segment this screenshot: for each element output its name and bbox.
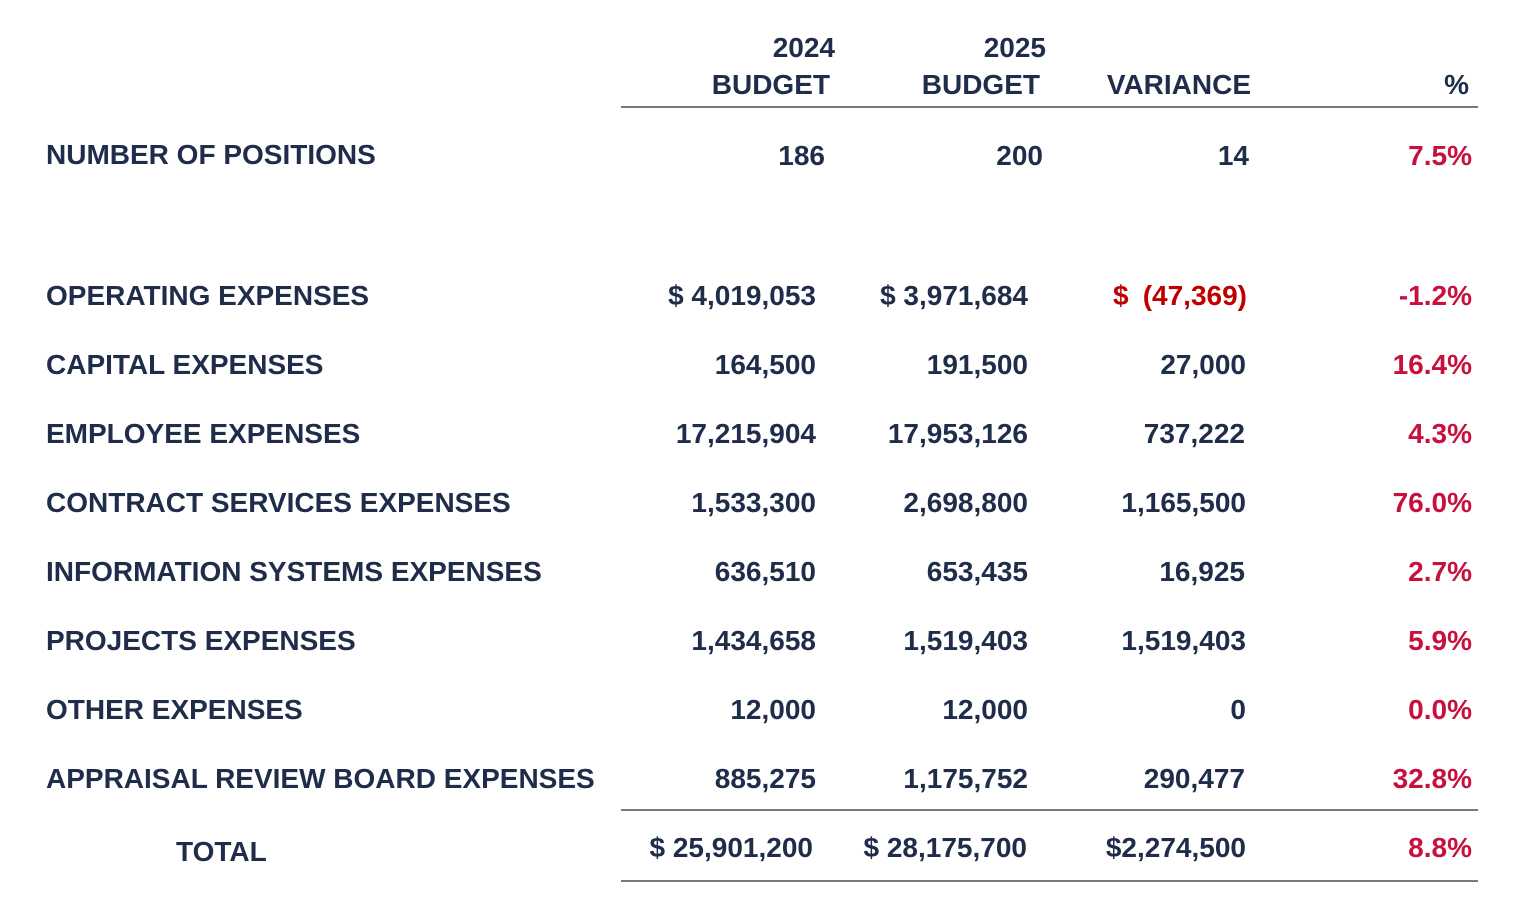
row-variance: 16,925 <box>1159 556 1245 587</box>
total-2025: $ 28,175,700 <box>863 832 1028 863</box>
row-percent: 16.4% <box>1392 349 1472 380</box>
header-2024-year: 2024 <box>772 32 835 63</box>
row-percent: 5.9% <box>1408 625 1472 656</box>
row-label: CONTRACT SERVICES EXPENSES <box>46 487 511 518</box>
row-variance: 0 <box>1230 694 1246 725</box>
row-percent: 4.3% <box>1408 418 1472 449</box>
positions-percent: 7.5% <box>1408 140 1472 171</box>
row-label: OPERATING EXPENSES <box>46 280 370 311</box>
row-2024: 12,000 <box>730 694 816 725</box>
row-2025: 1,175,752 <box>903 763 1028 794</box>
total-variance: $2,274,500 <box>1105 832 1246 863</box>
row-2025: 17,953,126 <box>887 418 1028 449</box>
total-bottom-rule <box>621 880 1478 882</box>
positions-variance: 14 <box>1217 140 1249 171</box>
row-2025: 653,435 <box>926 556 1028 587</box>
row-percent: 76.0% <box>1392 487 1472 518</box>
row-2025: 191,500 <box>926 349 1028 380</box>
row-percent: 0.0% <box>1408 694 1472 725</box>
row-percent: 32.8% <box>1392 763 1472 794</box>
header-2025-label: BUDGET <box>921 69 1040 100</box>
row-variance: 1,519,403 <box>1121 625 1246 656</box>
row-2024: 164,500 <box>714 349 816 380</box>
row-2024: 1,533,300 <box>691 487 816 518</box>
positions-2025: 200 <box>996 140 1043 171</box>
row-label: PROJECTS EXPENSES <box>46 625 356 656</box>
row-label: CAPITAL EXPENSES <box>46 349 324 380</box>
header-rule <box>621 106 1478 108</box>
header-2024-label: BUDGET <box>711 69 830 100</box>
total-percent: 8.8% <box>1408 832 1472 863</box>
row-2024: 636,510 <box>714 556 816 587</box>
row-percent: -1.2% <box>1398 280 1472 311</box>
row-2024: $ 4,019,053 <box>668 280 816 311</box>
row-variance: 290,477 <box>1143 763 1245 794</box>
row-variance: 737,222 <box>1143 418 1245 449</box>
header-variance: VARIANCE <box>1106 69 1251 100</box>
total-top-rule <box>621 809 1478 811</box>
header-2025-year: 2025 <box>983 32 1046 63</box>
row-2024: 17,215,904 <box>675 418 816 449</box>
row-percent: 2.7% <box>1408 556 1472 587</box>
row-2025: 12,000 <box>942 694 1028 725</box>
row-variance-symbol: $ <box>1113 280 1129 311</box>
row-2024: 1,434,658 <box>691 625 816 656</box>
row-variance: 27,000 <box>1160 349 1246 380</box>
row-2025: 2,698,800 <box>903 487 1028 518</box>
row-variance: (47,369) <box>1142 280 1247 311</box>
positions-2024: 186 <box>778 140 825 171</box>
row-label: EMPLOYEE EXPENSES <box>46 418 361 449</box>
total-2024: $ 25,901,200 <box>649 832 814 863</box>
row-label: OTHER EXPENSES <box>46 694 303 725</box>
positions-label: NUMBER OF POSITIONS <box>46 139 376 170</box>
total-label: TOTAL <box>176 836 267 867</box>
row-variance: 1,165,500 <box>1121 487 1246 518</box>
row-label: APPRAISAL REVIEW BOARD EXPENSES <box>46 763 595 794</box>
header-percent: % <box>1444 69 1469 100</box>
row-2024: 885,275 <box>714 763 816 794</box>
row-label: INFORMATION SYSTEMS EXPENSES <box>46 556 542 587</box>
row-2025: 1,519,403 <box>903 625 1028 656</box>
row-2025: $ 3,971,684 <box>880 280 1028 311</box>
